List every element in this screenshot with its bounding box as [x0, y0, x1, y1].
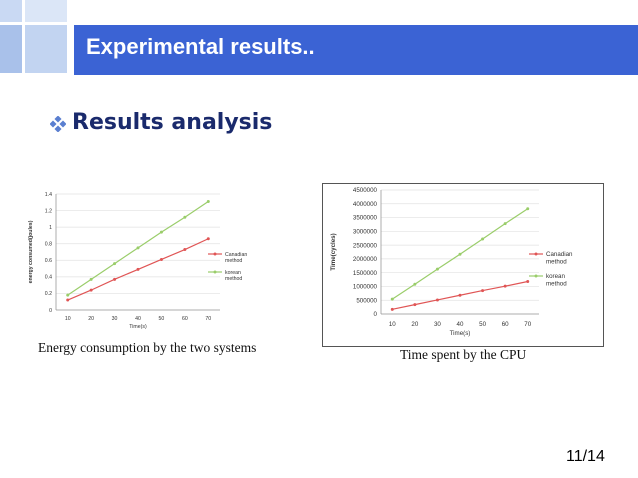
data-point — [390, 297, 394, 301]
y-tick-label: 0.4 — [45, 275, 52, 281]
x-tick-label: 60 — [182, 316, 188, 322]
data-point — [183, 215, 187, 219]
data-point — [113, 277, 117, 281]
data-point — [206, 237, 210, 241]
x-tick-label: 50 — [159, 316, 165, 322]
y-tick-label: 1.4 — [45, 192, 52, 198]
data-point — [89, 288, 93, 292]
data-point — [458, 252, 462, 256]
energy-chart-caption: Energy consumption by the two systems — [38, 340, 257, 355]
y-tick-label: 1500000 — [353, 270, 378, 277]
decor-square — [0, 25, 22, 73]
y-tick-label: 0.8 — [45, 242, 52, 248]
legend-label: korean method — [225, 270, 242, 282]
data-point — [481, 289, 485, 293]
y-tick-label: 1000000 — [353, 284, 378, 291]
cpu-chart-frame: 0 500000 1000000 1500000 2000000 2500000 30000… — [322, 183, 604, 347]
data-point — [458, 293, 462, 297]
y-tick-label: 0 — [374, 311, 378, 318]
data-point — [435, 298, 439, 302]
x-axis-label: Time(s) — [129, 324, 147, 330]
y-tick-label: 0.2 — [45, 291, 52, 297]
x-tick-label: 50 — [479, 321, 486, 328]
legend-marker — [213, 270, 217, 274]
x-tick-label: 70 — [524, 321, 531, 328]
legend-marker — [534, 274, 538, 278]
title-bar — [74, 25, 638, 75]
y-tick-label: 0.6 — [45, 258, 52, 264]
decor-square — [25, 25, 67, 73]
data-point — [159, 230, 163, 234]
y-tick-label: 4000000 — [353, 201, 378, 208]
data-point — [136, 246, 140, 250]
x-tick-label: 40 — [135, 316, 141, 322]
y-tick-label: 2000000 — [353, 256, 378, 263]
energy-consumption-chart: 0 0.2 0.4 0.6 0.8 1 1.2 1.4 10 20 30 40 50 60 70 Time(s… — [28, 192, 247, 330]
x-tick-label: 10 — [65, 316, 71, 322]
cpu-time-chart: 0 500000 1000000 1500000 2000000 2500000 30000… — [330, 187, 573, 337]
x-tick-label: 20 — [411, 321, 418, 328]
x-tick-label: 30 — [434, 321, 441, 328]
legend-marker — [534, 252, 538, 256]
cpu-chart-caption: Time spent by the CPU — [400, 347, 527, 362]
data-point — [136, 267, 140, 271]
x-tick-label: 60 — [502, 321, 509, 328]
data-point — [89, 277, 93, 281]
legend-marker — [213, 252, 217, 256]
y-tick-label: 0 — [49, 308, 52, 314]
data-point — [66, 293, 70, 297]
x-tick-label: 20 — [88, 316, 94, 322]
data-point — [413, 303, 417, 307]
legend-label: Canadian method — [546, 251, 573, 265]
data-point — [413, 282, 417, 286]
y-tick-label: 1 — [49, 225, 52, 231]
data-point — [526, 207, 530, 211]
decor-square — [25, 0, 67, 22]
data-point — [526, 279, 530, 283]
x-tick-label: 30 — [112, 316, 118, 322]
data-point — [159, 257, 163, 261]
decor-square — [0, 0, 22, 22]
y-tick-label: 3000000 — [353, 229, 378, 236]
y-tick-label: 1.2 — [45, 208, 52, 214]
slide-title: Experimental results.. — [86, 34, 315, 59]
data-point — [503, 284, 507, 288]
x-tick-label: 70 — [205, 316, 211, 322]
y-axis-label: Time(cycles) — [330, 233, 337, 270]
y-axis-label: energy consumed(joules) — [28, 220, 34, 283]
y-tick-label: 4500000 — [353, 187, 378, 194]
diamond-bullet-icon — [50, 116, 66, 132]
y-tick-label: 2500000 — [353, 242, 378, 249]
data-point — [66, 298, 70, 302]
data-point — [503, 222, 507, 226]
data-point — [113, 262, 117, 266]
y-tick-label: 3500000 — [353, 215, 378, 222]
energy-chart-frame: 0 0.2 0.4 0.6 0.8 1 1.2 1.4 10 20 30 40 50 60 70 Time(s… — [24, 186, 282, 338]
section-heading: Results analysis — [72, 110, 273, 135]
y-tick-label: 500000 — [356, 297, 377, 304]
legend-label: Canadian method — [225, 252, 247, 264]
legend-label: korean method — [546, 273, 567, 287]
page-number: 11/14 — [566, 448, 605, 465]
data-point — [435, 267, 439, 271]
x-axis-label: Time(s) — [450, 330, 471, 337]
data-point — [206, 199, 210, 203]
x-tick-label: 10 — [389, 321, 396, 328]
x-tick-label: 40 — [457, 321, 464, 328]
data-point — [481, 237, 485, 241]
data-point — [183, 248, 187, 252]
data-point — [390, 307, 394, 311]
